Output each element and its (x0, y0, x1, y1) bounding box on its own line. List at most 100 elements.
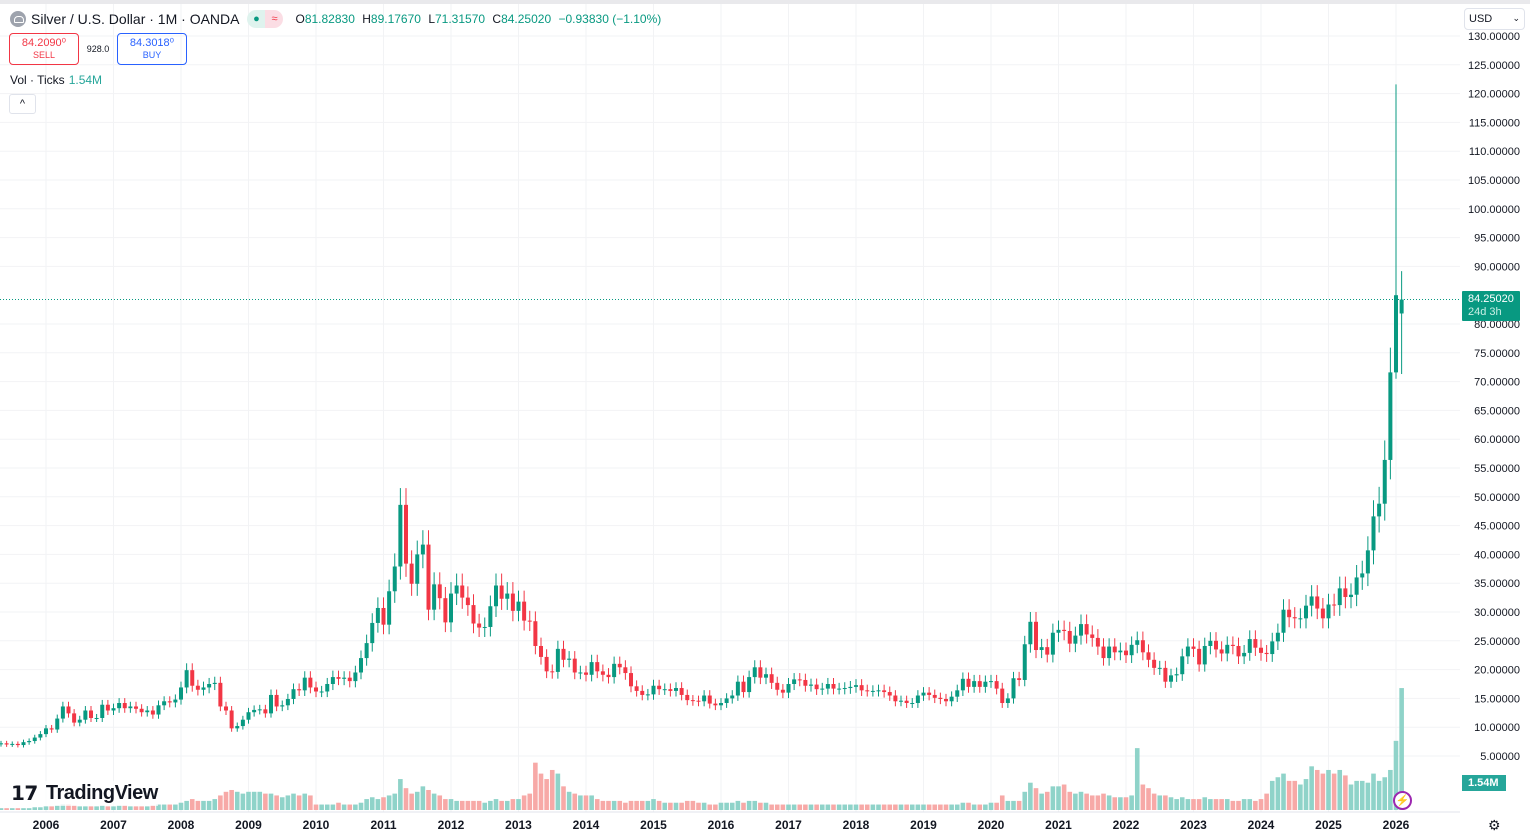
candle-body (707, 695, 712, 704)
volume-bar (195, 800, 201, 810)
y-tick-label: 80.00000 (1474, 319, 1520, 331)
volume-bar (724, 802, 729, 810)
tradingview-logo[interactable]: 𝟭𝟳 TradingView (11, 781, 158, 806)
candle-body (1315, 596, 1320, 609)
candle-body (685, 694, 690, 701)
y-tick-label: 30.00000 (1474, 607, 1520, 619)
volume-bar (274, 795, 279, 810)
volume-bar (1185, 799, 1191, 810)
volume-bar (864, 804, 870, 810)
candle-body (319, 691, 324, 693)
high-label: H (362, 12, 371, 26)
candle-body (1219, 649, 1224, 654)
candle-body (1382, 459, 1387, 504)
market-open-icon: ● (247, 10, 266, 28)
candle-body (1214, 640, 1218, 650)
volume-bar (420, 786, 426, 810)
change-value: −0.93830 (−1.10%) (558, 12, 662, 26)
candle-body (426, 544, 431, 610)
candle-body (927, 692, 932, 695)
candle-body (674, 688, 678, 691)
candle-body (1056, 629, 1061, 633)
volume-bar (1213, 799, 1219, 810)
candle-body (1157, 667, 1162, 669)
lightning-icon[interactable]: ⚡ (1393, 791, 1412, 810)
market-status[interactable]: ● ≈ (247, 10, 284, 28)
volume-bar (561, 786, 566, 810)
candle-body (38, 734, 43, 738)
volume-bar (1118, 797, 1123, 810)
candle-body (1011, 678, 1016, 699)
candle-body (207, 684, 212, 688)
candle-body (702, 695, 707, 702)
candle-body (690, 700, 695, 702)
candle-body (49, 728, 54, 730)
sell-button[interactable]: 84.2090⁰ SELL (9, 33, 79, 65)
volume-bar (1309, 766, 1314, 810)
volume-bar (99, 805, 105, 810)
volume-bar (116, 805, 122, 810)
volume-bar (291, 793, 296, 810)
volume-bar (949, 804, 954, 810)
volume-bar (1264, 793, 1269, 810)
volume-bar (381, 797, 386, 810)
volume-legend[interactable]: Vol · Ticks 1.54M (10, 73, 102, 87)
candle-body (769, 674, 774, 683)
candle-body (915, 695, 920, 704)
candle-body (780, 689, 785, 693)
volume-bar (1399, 688, 1404, 810)
candle-body (1225, 644, 1230, 654)
wave-icon: ≈ (265, 10, 284, 28)
buy-button[interactable]: 84.3018⁰ BUY (117, 33, 187, 65)
candle-body (1287, 609, 1292, 618)
volume-bar (156, 804, 161, 810)
volume-bar (831, 804, 836, 810)
candle-body (600, 671, 605, 675)
candle-body (437, 584, 442, 599)
candle-body (60, 706, 65, 719)
candle-body (404, 504, 408, 564)
y-tick-label: 20.00000 (1474, 665, 1520, 677)
volume-bar (330, 804, 336, 810)
volume-bar (414, 791, 420, 810)
volume-bar (988, 802, 994, 810)
volume-bar (49, 806, 54, 810)
volume-bar (583, 795, 589, 810)
volume-bar (533, 762, 538, 810)
candle-body (1191, 646, 1196, 649)
volume-bar (971, 804, 977, 810)
volume-bar (527, 793, 533, 810)
collapse-legend-button[interactable]: ^ (9, 94, 36, 114)
volume-bar (1022, 791, 1028, 810)
settings-icon[interactable]: ⚙ (1488, 817, 1501, 833)
volume-bar (1039, 793, 1044, 810)
candle-body (1118, 650, 1123, 653)
volume-bar (133, 806, 139, 810)
volume-bar (268, 793, 274, 810)
volume-bar (1208, 799, 1213, 810)
volume-bar (369, 797, 375, 810)
candle-body (1326, 604, 1331, 619)
volume-bar (578, 795, 583, 810)
candle-body (786, 684, 791, 693)
candle-body (1236, 645, 1241, 657)
close-label: C (492, 12, 502, 26)
x-tick-label: 2025 (1315, 818, 1342, 832)
candle-body (94, 717, 99, 719)
x-tick-label: 2019 (910, 818, 937, 832)
candle-body (443, 598, 448, 623)
currency-select[interactable]: USD ⌄ (1464, 8, 1525, 30)
volume-bar (144, 806, 150, 810)
volume-bar (594, 799, 600, 810)
volume-bar (921, 804, 926, 810)
candle-body (0, 743, 3, 745)
candle-body (308, 677, 313, 688)
candle-body (336, 677, 341, 679)
volume-bar (167, 804, 173, 810)
volume-bar (201, 800, 206, 810)
x-tick-label: 2008 (168, 818, 195, 832)
candle-body (1298, 618, 1303, 620)
symbol-title[interactable]: Silver / U.S. Dollar · 1M · OANDA (31, 11, 240, 27)
volume-bar (1241, 799, 1247, 810)
